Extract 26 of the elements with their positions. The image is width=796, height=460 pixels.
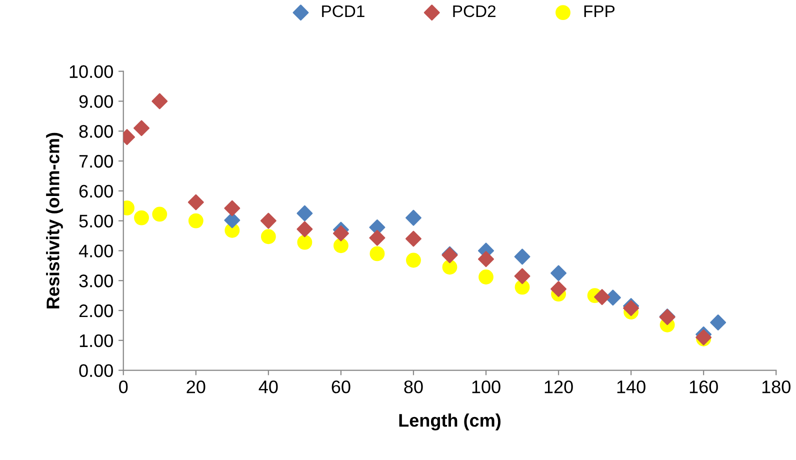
- x-tick-label: 60: [332, 380, 350, 394]
- y-tick-label: 2.00: [79, 304, 113, 318]
- x-tick-label: 100: [472, 380, 500, 394]
- legend-label: PCD2: [453, 5, 496, 18]
- legend-label: FPP: [584, 5, 615, 17]
- x-tick-label: 40: [258, 380, 278, 394]
- x-tick-label: 80: [404, 380, 423, 394]
- y-tick-label: 5.00: [79, 214, 113, 228]
- y-tick-label: 10.00: [70, 65, 113, 78]
- x-axis-title: Length (cm): [399, 414, 500, 430]
- x-tick-label: 0: [119, 380, 128, 394]
- x-tick-label: 140: [617, 380, 646, 394]
- y-axis-title: Resistivity (ohm-cm): [46, 132, 63, 308]
- y-tick-label: 3.00: [79, 274, 113, 288]
- legend-label: PCD1: [322, 5, 364, 18]
- y-tick-label: 0.00: [79, 364, 113, 378]
- y-tick-label: 4.00: [78, 244, 113, 258]
- x-tick-label: 120: [544, 380, 573, 394]
- y-tick-label: 9.00: [79, 95, 113, 108]
- y-tick-label: 7.00: [79, 154, 113, 168]
- y-tick-label: 8.00: [79, 125, 113, 138]
- y-tick-label: 1.00: [80, 334, 113, 348]
- x-tick-label: 160: [690, 380, 718, 394]
- y-tick-label: 6.00: [79, 184, 113, 198]
- x-tick-label: 20: [186, 380, 206, 394]
- x-tick-label: 180: [762, 380, 790, 394]
